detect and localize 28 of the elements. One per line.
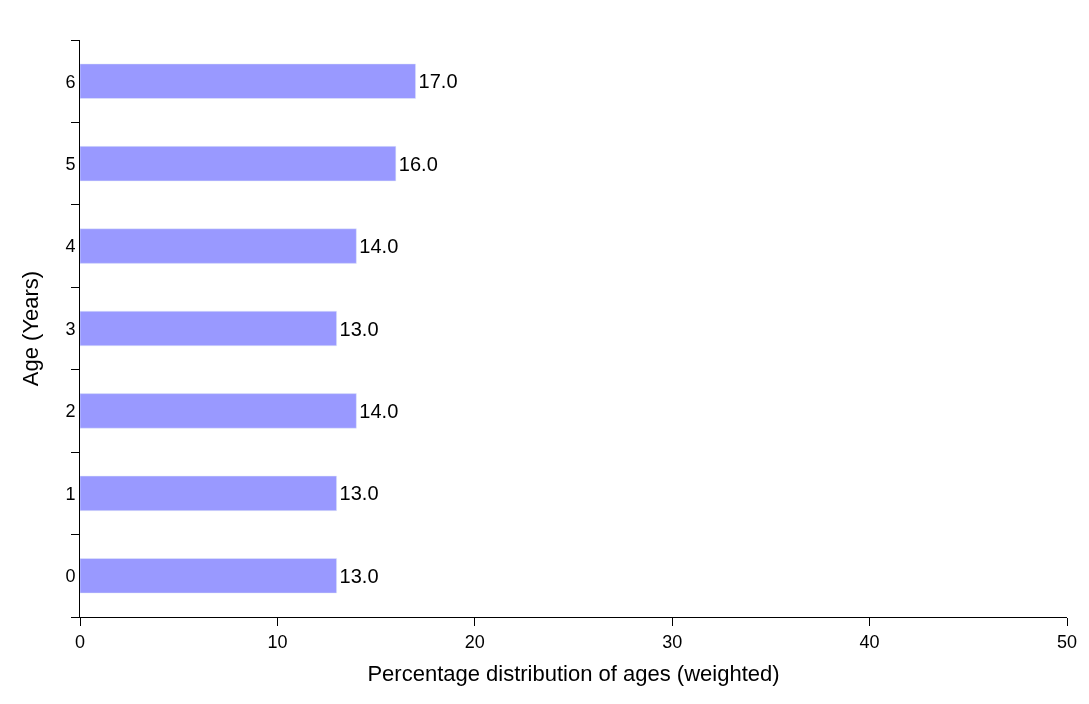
data-label: 13.0: [339, 482, 379, 505]
bar: [80, 146, 397, 182]
x-tick-label: 40: [859, 631, 880, 652]
bar: [80, 63, 416, 99]
data-label: 16.0: [398, 152, 438, 175]
data-label: 14.0: [359, 399, 399, 422]
data-label: 17.0: [418, 70, 458, 93]
bar: [80, 310, 337, 347]
data-label: 13.0: [339, 564, 379, 587]
x-tick-label: 30: [662, 631, 683, 652]
y-tick-label: 1: [65, 483, 76, 504]
y-axis-title: Age (Years): [18, 270, 44, 387]
x-tick-label: 20: [464, 631, 485, 652]
bar: [80, 558, 337, 594]
x-tick-label: 10: [267, 631, 288, 652]
bar: [80, 228, 357, 264]
y-tick-label: 0: [65, 566, 76, 587]
x-tick-label: 50: [1056, 631, 1078, 652]
y-tick-label: 2: [65, 401, 76, 422]
y-tick-label: 5: [65, 153, 76, 174]
y-tick-label: 4: [65, 236, 76, 257]
bar: [80, 475, 337, 511]
data-label: 13.0: [339, 317, 379, 340]
x-axis-title: Percentage distribution of ages (weighted): [367, 661, 780, 687]
y-tick-label: 3: [65, 318, 76, 339]
bar: [80, 393, 357, 429]
data-label: 14.0: [359, 235, 399, 258]
y-tick-label: 6: [65, 71, 76, 92]
